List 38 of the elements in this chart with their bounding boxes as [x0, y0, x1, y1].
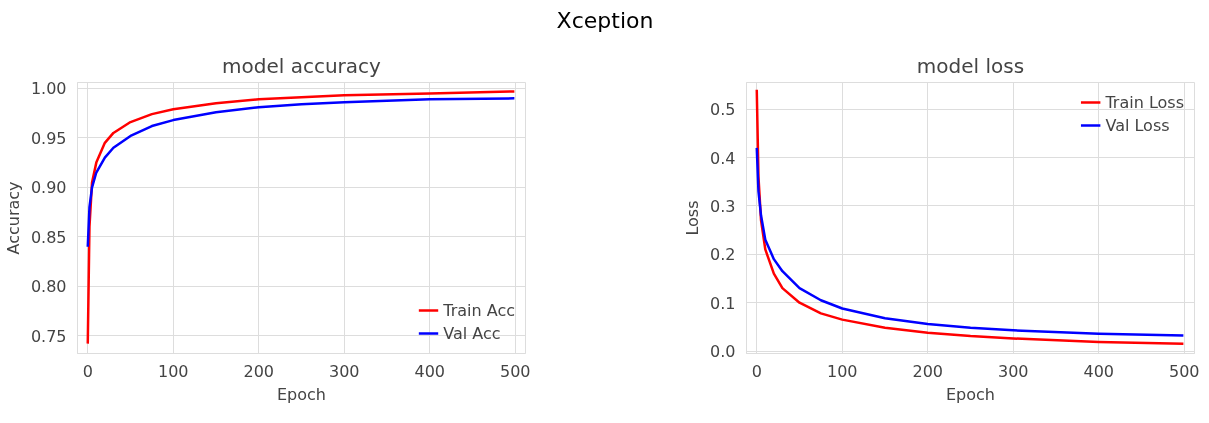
- y-axis-title: Accuracy: [3, 181, 23, 255]
- x-axis-title: Epoch: [946, 384, 995, 404]
- x-tick-label: 400: [1083, 361, 1115, 381]
- legend-label: Val Acc: [443, 323, 501, 343]
- x-tick-label: 300: [997, 361, 1029, 381]
- legend-label: Val Loss: [1105, 115, 1170, 135]
- y-tick-label: 0.4: [710, 148, 736, 168]
- line-series: [86, 97, 516, 248]
- x-tick-label: 400: [414, 361, 446, 381]
- y-tick-label: 1.00: [30, 79, 67, 99]
- legend-label: Train Loss: [1105, 92, 1184, 112]
- x-axis-title: Epoch: [277, 384, 326, 404]
- legend-label: Train Acc: [443, 300, 515, 320]
- x-tick-label: 0: [82, 361, 93, 381]
- x-tick-label: 500: [499, 361, 531, 381]
- x-tick-label: 100: [157, 361, 189, 381]
- y-tick-label: 0.3: [710, 196, 736, 216]
- y-tick-label: 0.2: [710, 245, 736, 265]
- y-tick-label: 0.1: [710, 293, 736, 313]
- x-tick-label: 100: [826, 361, 858, 381]
- y-tick-label: 0.0: [710, 342, 736, 362]
- x-tick-label: 0: [751, 361, 762, 381]
- y-tick-label: 0.85: [30, 227, 67, 247]
- text: Xception: [556, 7, 654, 35]
- chart-title: model accuracy: [222, 53, 382, 78]
- x-tick-label: 200: [243, 361, 275, 381]
- y-tick-label: 0.5: [710, 100, 736, 120]
- line-series: [755, 146, 1185, 337]
- y-tick-label: 0.90: [30, 178, 67, 198]
- y-tick-label: 0.95: [30, 128, 67, 148]
- y-tick-label: 0.75: [30, 326, 67, 346]
- y-tick-label: 0.80: [30, 277, 67, 297]
- x-tick-label: 500: [1168, 361, 1200, 381]
- chart-title: model loss: [916, 53, 1025, 78]
- line-series: [86, 90, 516, 345]
- y-axis-title: Loss: [683, 200, 703, 236]
- x-tick-label: 300: [328, 361, 360, 381]
- x-tick-label: 200: [912, 361, 944, 381]
